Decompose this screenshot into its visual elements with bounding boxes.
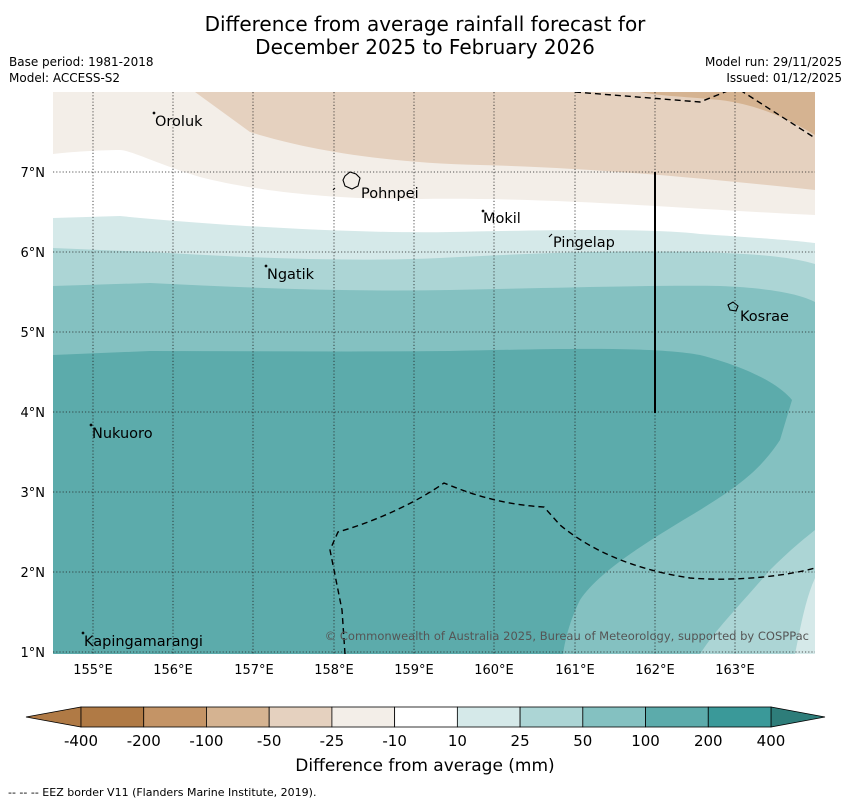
- lat-label: 4°N: [21, 406, 46, 421]
- band-plus-100-edge: [700, 530, 815, 654]
- graticule: [53, 92, 815, 654]
- footnote: -- -- -- EEZ border V11 (Flanders Marine…: [8, 786, 317, 799]
- lon-axis: 155°E 156°E 157°E 158°E 159°E 160°E 161°…: [73, 663, 755, 678]
- label-kosrae: Kosrae: [740, 309, 789, 325]
- colorbar-tick-label: 10: [448, 732, 467, 750]
- colorbar-swatch: [143, 706, 207, 728]
- pohnpei-islet: [332, 187, 336, 191]
- title-line-1: Difference from average rainfall forecas…: [204, 12, 646, 36]
- colorbar-tick-label: 200: [694, 732, 723, 750]
- rainfall-contours: [53, 92, 815, 654]
- ngatik-dot: [264, 264, 268, 268]
- label-pingelap: Pingelap: [553, 235, 615, 251]
- lat-label: 6°N: [21, 246, 46, 261]
- colorbar-swatch: [645, 706, 709, 728]
- label-mokil: Mokil: [483, 211, 521, 227]
- eez-border-south: [329, 482, 815, 654]
- colorbar-tick-label: -200: [127, 732, 161, 750]
- label-nukuoro: Nukuoro: [92, 426, 153, 442]
- colorbar-tick-label: 25: [511, 732, 530, 750]
- map-title: Difference from average rainfall forecas…: [0, 13, 850, 59]
- lon-label: 161°E: [555, 663, 595, 678]
- colorbar-tick-label: 100: [631, 732, 660, 750]
- band-minus-100: [640, 92, 815, 135]
- lat-axis: 7°N 6°N 5°N 4°N 3°N 2°N 1°N: [21, 166, 46, 661]
- lon-label: 155°E: [73, 663, 113, 678]
- colorbar-tick-label: -25: [320, 732, 345, 750]
- band-plus-50-corner: [795, 578, 815, 654]
- lat-label: 1°N: [21, 646, 46, 661]
- model-name: Model: ACCESS-S2: [9, 71, 121, 85]
- label-kapingamarangi: Kapingamarangi: [84, 634, 203, 650]
- lat-label: 3°N: [21, 486, 46, 501]
- colorbar-tick-label: 400: [757, 732, 786, 750]
- colorbar-swatch: [206, 706, 270, 728]
- colorbar-swatch: [80, 706, 145, 728]
- mokil-dot: [481, 209, 485, 213]
- colorbar-extend-low: [25, 706, 82, 728]
- lat-label: 2°N: [21, 566, 46, 581]
- lat-label: 5°N: [21, 326, 46, 341]
- label-ngatik: Ngatik: [267, 267, 315, 283]
- colorbar-swatch: [582, 706, 646, 728]
- kapinga-dot: [81, 631, 85, 635]
- meta-right: Model run: 29/11/2025 Issued: 01/12/2025: [705, 54, 842, 86]
- colorbar: -400 -200 -100 -50 -25 -10 10 25 50 100 200 400: [25, 706, 826, 750]
- lon-label: 158°E: [314, 663, 354, 678]
- colorbar-label: Difference from average (mm): [295, 756, 555, 776]
- model-run: Model run: 29/11/2025: [704, 55, 842, 69]
- lon-label: 160°E: [474, 663, 514, 678]
- colorbar-extend-high: [770, 706, 826, 728]
- kosrae-island: [727, 301, 739, 312]
- island-shapes: [81, 111, 739, 635]
- meta-left: Base period: 1981-2018 Model: ACCESS-S2: [9, 54, 154, 86]
- colorbar-swatch: [268, 706, 333, 728]
- lat-label: 7°N: [21, 166, 46, 181]
- label-oroluk: Oroluk: [155, 114, 203, 130]
- band-minus-50: [195, 92, 815, 190]
- label-pohnpei: Pohnpei: [361, 186, 419, 202]
- eez-borders: [329, 92, 815, 654]
- nukuoro-dot: [89, 423, 93, 427]
- title-line-2: December 2025 to February 2026: [255, 35, 595, 59]
- copyright-text: © Commonwealth of Australia 2025, Bureau…: [325, 629, 809, 643]
- colorbar-swatch: [707, 706, 772, 728]
- lon-label: 162°E: [635, 663, 675, 678]
- colorbar-tick-label: -400: [64, 732, 98, 750]
- colorbar-tick-label: -10: [382, 732, 407, 750]
- lon-label: 157°E: [234, 663, 274, 678]
- colorbar-swatch: [394, 706, 458, 728]
- band-plus-100: [53, 348, 792, 654]
- colorbar-swatch: [331, 706, 396, 728]
- lon-label: 156°E: [153, 663, 193, 678]
- colorbar-tick-label: -50: [257, 732, 282, 750]
- lon-label: 163°E: [715, 663, 755, 678]
- place-labels: Oroluk Pohnpei Mokil Pingelap Ngatik Kos…: [84, 114, 789, 650]
- colorbar-tick-label: -100: [189, 732, 223, 750]
- eez-border-north: [574, 92, 815, 139]
- colorbar-swatch: [519, 706, 584, 728]
- colorbar-swatch: [456, 706, 521, 728]
- oroluk-dot: [152, 111, 156, 115]
- pingelap-mark: [548, 233, 553, 238]
- lon-label: 159°E: [394, 663, 434, 678]
- base-period: Base period: 1981-2018: [9, 55, 154, 69]
- issued-date: Issued: 01/12/2025: [726, 71, 842, 85]
- colorbar-tick-label: 50: [573, 732, 592, 750]
- pohnpei-island: [342, 171, 361, 190]
